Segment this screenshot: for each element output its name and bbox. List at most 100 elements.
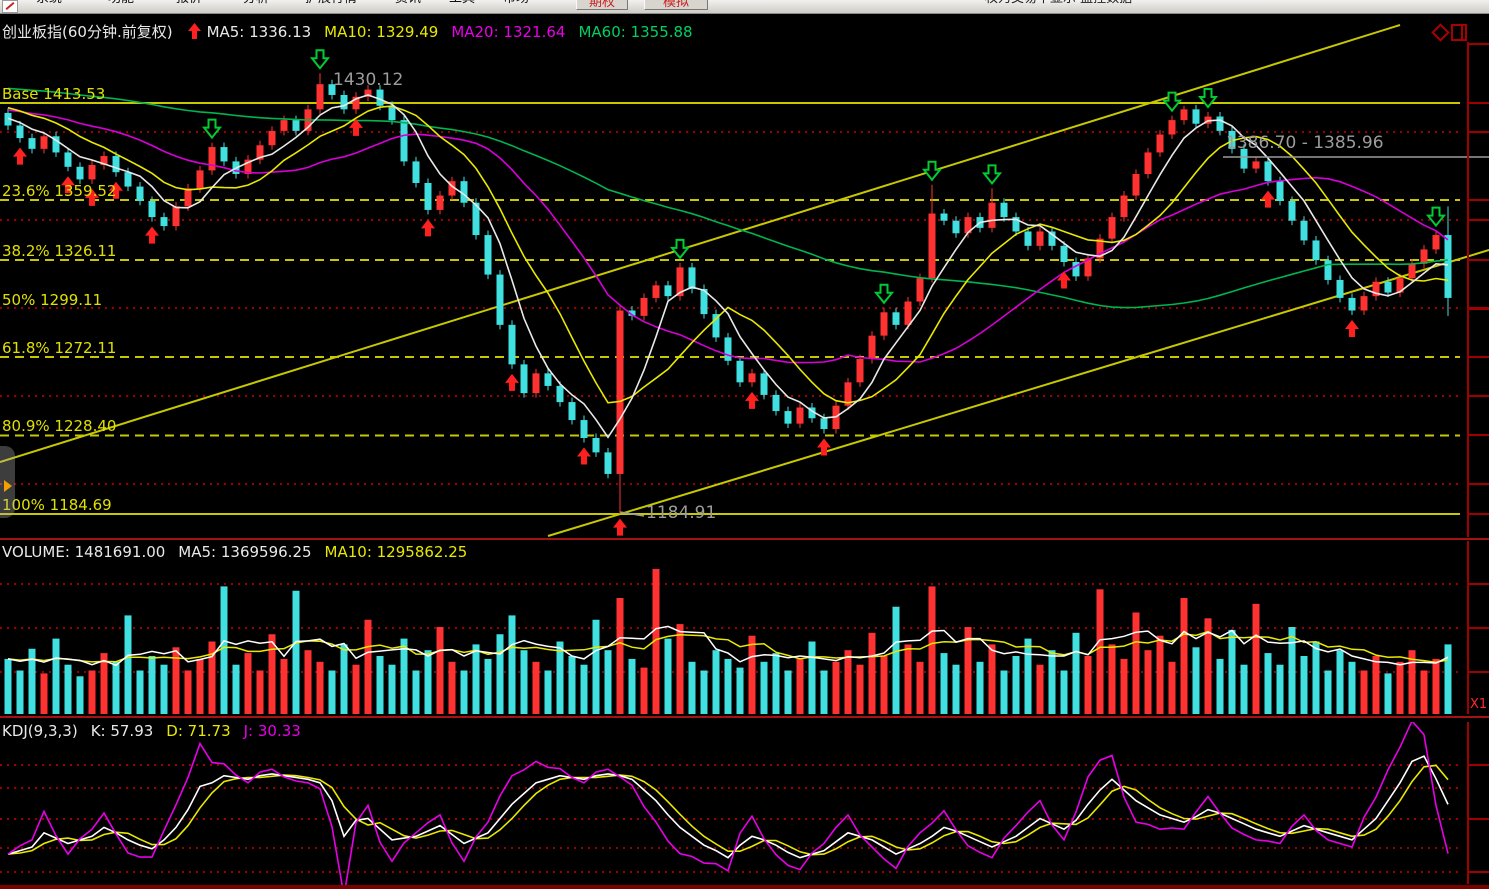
volume-bar	[1108, 644, 1116, 714]
volume-bar	[976, 661, 984, 714]
split-window-icon[interactable]	[1451, 24, 1467, 41]
volume-bar	[952, 664, 960, 714]
volume-bar	[1312, 641, 1320, 714]
volume-bar	[652, 569, 660, 714]
candle-body	[496, 274, 504, 325]
buy-arrow-marker	[505, 373, 519, 391]
candle-body	[520, 364, 528, 394]
menu-item-extended[interactable]: 扩展行情	[305, 0, 357, 6]
candle-body	[484, 235, 492, 275]
sidebar-expand-arrow-icon[interactable]	[4, 480, 12, 492]
candle-body	[244, 159, 252, 174]
volume-value: VOLUME: 1481691.00	[2, 543, 166, 561]
volume-bar	[1396, 661, 1404, 714]
candle-body	[880, 312, 888, 336]
candle-body	[568, 402, 576, 421]
candle-body	[1300, 220, 1308, 241]
trend-line	[547, 249, 1489, 537]
candle-body	[592, 438, 600, 453]
candle-body	[844, 382, 852, 406]
volume-bar	[1192, 647, 1200, 714]
volume-ma10-value: MA10: 1295862.25	[324, 543, 468, 561]
volume-bar	[580, 664, 588, 714]
menu-button-options[interactable]: 期权	[576, 0, 628, 10]
candle-body	[1420, 249, 1428, 264]
ma5-value: MA5: 1336.13	[206, 23, 312, 41]
buy-arrow-marker	[613, 518, 627, 536]
candle-body	[1396, 278, 1404, 293]
candle-body	[1216, 116, 1224, 131]
buy-arrow-marker	[817, 438, 831, 456]
kdj-k-line	[7, 755, 1449, 859]
menu-item-news[interactable]: 资讯	[395, 0, 421, 6]
candle-body	[184, 188, 192, 207]
volume-bar	[28, 648, 36, 714]
menu-item-function[interactable]: 功能	[108, 0, 134, 6]
bottom-border	[0, 885, 1489, 889]
volume-bar	[436, 627, 444, 714]
volume-bar	[628, 658, 636, 714]
candle-body	[1144, 152, 1152, 174]
candle-body	[1348, 297, 1356, 311]
candle-body	[148, 200, 156, 218]
volume-bar	[1084, 656, 1092, 714]
candle-body	[1288, 200, 1296, 221]
candle-body	[196, 170, 204, 189]
volume-bar	[940, 653, 948, 714]
volume-bar	[736, 667, 744, 714]
candle-body	[1036, 231, 1044, 246]
volume-bar	[268, 634, 276, 714]
candle-body	[724, 337, 732, 361]
fib-label: 80.9% 1228.40	[2, 417, 117, 436]
candle-body	[928, 213, 936, 279]
volume-bar	[832, 661, 840, 714]
volume-bar	[316, 661, 324, 714]
volume-bar	[1444, 644, 1452, 714]
menu-item-analysis[interactable]: 分析	[243, 0, 269, 6]
volume-scale-label: X1	[1470, 697, 1488, 712]
candle-body	[604, 452, 612, 474]
volume-bar	[448, 661, 456, 714]
volume-bar	[1216, 658, 1224, 714]
buy-arrow-marker	[745, 391, 759, 409]
volume-bar	[124, 615, 132, 714]
volume-bar	[376, 656, 384, 714]
candle-body	[280, 120, 288, 131]
candle-body	[316, 84, 324, 110]
ma10-value: MA10: 1329.49	[324, 23, 439, 41]
buy-arrow-marker	[85, 188, 99, 206]
kdj-pane-divider	[0, 716, 1489, 718]
volume-bar	[724, 658, 732, 714]
candle-body	[544, 373, 552, 386]
volume-bar	[352, 664, 360, 714]
candle-body	[1312, 240, 1320, 261]
menu-item-quotes[interactable]: 报价	[176, 0, 202, 6]
ma10-line	[7, 105, 1449, 404]
menu-item-system[interactable]: 系统	[36, 0, 62, 6]
candle-body	[856, 358, 864, 383]
volume-bar	[988, 644, 996, 714]
volume-bar	[664, 638, 672, 714]
candle-body	[748, 373, 756, 383]
fib-label: 61.8% 1272.11	[2, 338, 117, 357]
volume-bar	[556, 641, 564, 714]
app-logo-icon[interactable]	[2, 0, 18, 13]
menu-item-market[interactable]: 市场	[503, 0, 529, 6]
volume-bar	[1156, 635, 1164, 714]
menu-item-tools[interactable]: 工具	[449, 0, 475, 6]
menu-button-simulation[interactable]: 模拟	[644, 0, 708, 10]
sell-arrow-marker	[669, 238, 691, 260]
volume-bar	[1372, 656, 1380, 714]
candle-body	[472, 202, 480, 236]
volume-bar	[640, 667, 648, 714]
candle-body	[388, 105, 396, 121]
volume-bar	[784, 670, 792, 714]
volume-bar	[232, 664, 240, 714]
volume-bar	[604, 650, 612, 714]
candle-body	[1000, 202, 1008, 218]
volume-bar	[1240, 664, 1248, 714]
volume-bar	[340, 644, 348, 714]
volume-bar	[1036, 664, 1044, 714]
volume-ma5-line	[7, 625, 1449, 667]
